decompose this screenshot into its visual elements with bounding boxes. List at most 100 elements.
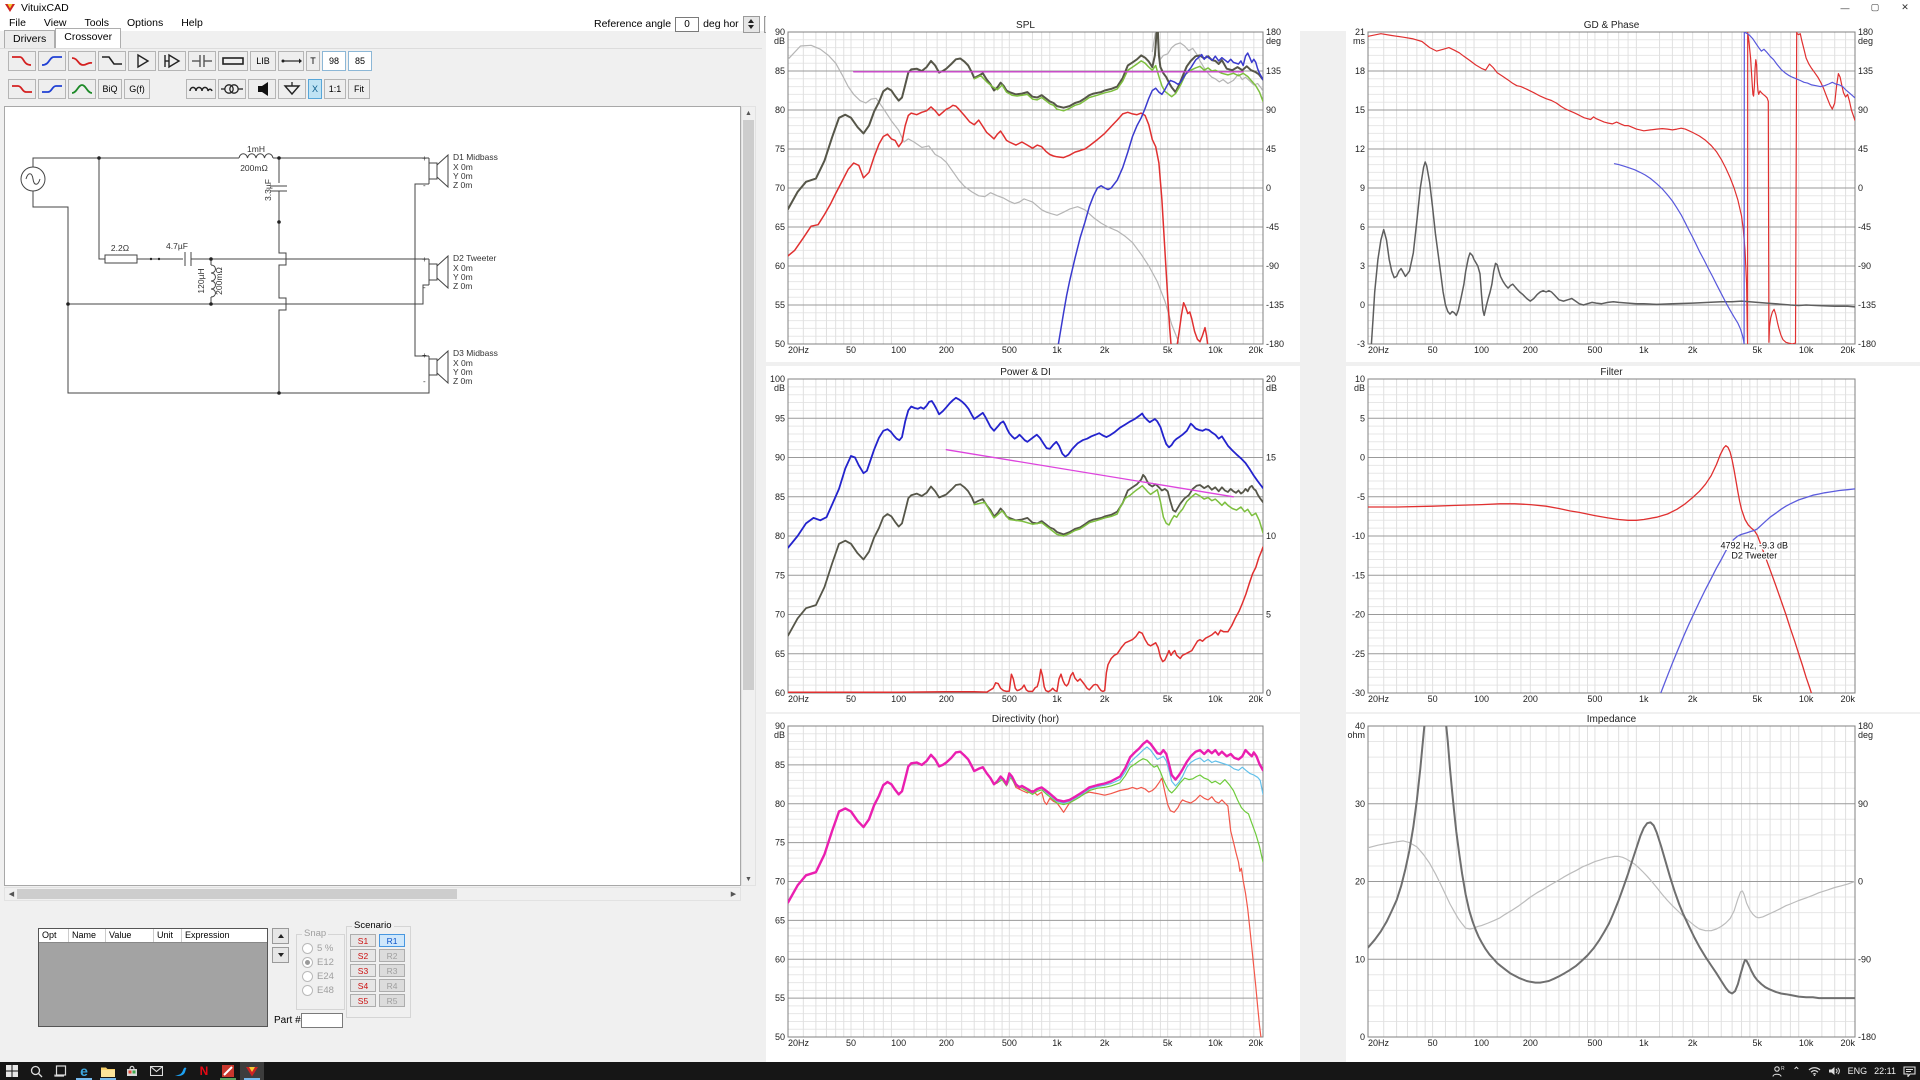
snap-groupbox: Snap 5 % E12 E24 E48 xyxy=(296,928,345,1010)
chart-impedance: Impedance 40 30 20 10 0 ohm 180 90 0 -90 -180 deg 20H… xyxy=(1346,714,1920,1062)
task-view-button[interactable] xyxy=(48,1062,72,1080)
menu-file[interactable]: File xyxy=(9,17,26,29)
netflix-taskbar-icon[interactable]: N xyxy=(199,1064,209,1078)
minimize-button[interactable]: — xyxy=(1840,2,1850,13)
move-down-button[interactable] xyxy=(272,947,289,963)
chart-power-di: Power & DI 100 95 90 85 80 75 70 65 60 dB 20 15 10 5 0 d… xyxy=(766,366,1300,712)
clock[interactable]: 22:11 xyxy=(1874,1066,1896,1076)
menu-view[interactable]: View xyxy=(43,17,67,29)
svg-text:deg: deg xyxy=(1858,36,1873,46)
zoom-1to1-button[interactable]: 1:1 xyxy=(324,79,346,99)
svg-text:50: 50 xyxy=(775,339,785,349)
resistor-tool-button[interactable] xyxy=(218,51,248,71)
snap-option-e48[interactable]: E48 xyxy=(302,983,344,997)
opamp-tool-button[interactable] xyxy=(158,51,186,71)
parts-table[interactable]: Opt Name Value Unit Expression xyxy=(38,928,268,1027)
close-button[interactable]: ✕ xyxy=(1901,2,1909,12)
chart-spl: SPL 90 85 80 75 70 65 60 55 50 dB 180 135 90 45 0 -45 -90… xyxy=(766,14,1300,362)
menu-options[interactable]: Options xyxy=(127,17,164,29)
schematic-canvas[interactable]: 1mH 200mΩ 3.3µF 2.2Ω 4.7µF 120µH 200mΩ +… xyxy=(4,106,741,886)
svg-text:60: 60 xyxy=(775,261,785,271)
file-explorer-taskbar-icon[interactable] xyxy=(96,1062,120,1080)
schematic-vertical-scrollbar[interactable]: ▲ ▼ xyxy=(741,106,756,886)
col-expression: Expression xyxy=(185,930,230,940)
svg-text:200: 200 xyxy=(1523,694,1538,704)
ground-tool-button[interactable] xyxy=(278,79,306,99)
wifi-icon[interactable] xyxy=(1808,1066,1821,1076)
peak-eq-tool-button[interactable] xyxy=(68,79,96,99)
value-85-button[interactable]: 85 xyxy=(348,51,372,71)
scenario-r3-button[interactable]: R3 xyxy=(379,964,405,977)
value-98-button[interactable]: 98 xyxy=(322,51,346,71)
scroll-up-arrow[interactable]: ▲ xyxy=(745,109,752,117)
driver-d1-z: Z 0m xyxy=(453,180,472,190)
edge-taskbar-icon[interactable]: e xyxy=(72,1062,96,1080)
media-app-taskbar-icon[interactable] xyxy=(216,1062,240,1080)
inductor-tool-button[interactable] xyxy=(186,79,216,99)
delete-x-button[interactable]: X xyxy=(308,79,322,99)
text-tool-button[interactable]: T xyxy=(306,51,320,71)
vituixcad-taskbar-icon[interactable] xyxy=(240,1062,264,1080)
reference-angle-input[interactable]: 0 xyxy=(675,16,700,32)
svg-text:45: 45 xyxy=(1858,144,1868,154)
language-indicator[interactable]: ENG xyxy=(1847,1066,1868,1076)
scenario-s2-button[interactable]: S2 xyxy=(350,949,376,962)
scroll-left-arrow[interactable]: ◀ xyxy=(8,891,15,898)
scenario-r4-button[interactable]: R4 xyxy=(379,979,405,992)
start-button[interactable] xyxy=(0,1062,24,1080)
svg-text:60: 60 xyxy=(775,954,785,964)
svg-text:70: 70 xyxy=(775,877,785,887)
highpass-tool-button[interactable] xyxy=(38,51,66,71)
zoom-fit-button[interactable]: Fit xyxy=(348,79,370,99)
shelf-tool-button[interactable] xyxy=(98,51,126,71)
tab-crossover[interactable]: Crossover xyxy=(55,28,122,48)
scroll-down-arrow[interactable]: ▼ xyxy=(745,875,752,883)
move-up-button[interactable] xyxy=(272,928,289,944)
tab-drivers[interactable]: Drivers xyxy=(4,30,56,48)
menu-help[interactable]: Help xyxy=(181,17,203,29)
store-taskbar-icon[interactable] xyxy=(120,1062,144,1080)
lowshelf-tool-button[interactable] xyxy=(8,79,36,99)
scenario-r5-button[interactable]: R5 xyxy=(379,994,405,1007)
schematic-horizontal-scrollbar[interactable]: ◀ ▶ xyxy=(4,887,741,901)
horizontal-scroll-thumb[interactable] xyxy=(17,889,457,899)
transformer-tool-button[interactable] xyxy=(218,79,246,99)
scenario-s3-button[interactable]: S3 xyxy=(350,964,376,977)
chart-directivity: Directivity (hor) 90 85 80 75 70 65 60 55 50 dB 20H… xyxy=(766,714,1300,1062)
driver-tool-button[interactable] xyxy=(248,79,276,99)
vertical-scroll-thumb[interactable] xyxy=(743,120,754,690)
biquad-button[interactable]: BiQ xyxy=(98,79,122,99)
tray-expand-chevron-icon[interactable]: ⌃ xyxy=(1792,1065,1801,1077)
maximize-button[interactable]: ▢ xyxy=(1870,2,1880,12)
scenario-s1-button[interactable]: S1 xyxy=(350,934,376,947)
resistor-icon xyxy=(222,57,244,65)
part-number-input[interactable] xyxy=(301,1013,343,1028)
capacitor-tool-button[interactable] xyxy=(188,51,216,71)
scenario-r1-button[interactable]: R1 xyxy=(379,934,405,947)
snap-option-5pct[interactable]: 5 % xyxy=(302,941,344,955)
highshelf-tool-button[interactable] xyxy=(38,79,66,99)
buffer-tool-button[interactable] xyxy=(128,51,156,71)
bandpass-tool-button[interactable] xyxy=(68,51,96,71)
driver-d2-name: D2 Tweeter xyxy=(453,253,496,263)
twitter-taskbar-icon[interactable] xyxy=(168,1062,192,1080)
scenario-s5-button[interactable]: S5 xyxy=(350,994,376,1007)
angle-spinner[interactable] xyxy=(742,15,760,33)
gf-block-button[interactable]: G(f) xyxy=(124,79,150,99)
scenario-r2-button[interactable]: R2 xyxy=(379,949,405,962)
snap-option-e12[interactable]: E12 xyxy=(302,955,344,969)
lowpass-tool-button[interactable] xyxy=(8,51,36,71)
svg-text:Power & DI: Power & DI xyxy=(1000,367,1051,378)
search-button[interactable] xyxy=(24,1062,48,1080)
volume-icon[interactable] xyxy=(1828,1066,1841,1076)
people-icon[interactable]: R xyxy=(1772,1066,1785,1077)
part-number-label: Part # xyxy=(274,1015,301,1026)
wire-tool-button[interactable] xyxy=(278,51,304,71)
action-center-icon[interactable] xyxy=(1903,1065,1916,1077)
snap-option-e24[interactable]: E24 xyxy=(302,969,344,983)
library-button[interactable]: LIB xyxy=(250,51,276,71)
scenario-s4-button[interactable]: S4 xyxy=(350,979,376,992)
mail-taskbar-icon[interactable] xyxy=(144,1062,168,1080)
scroll-right-arrow[interactable]: ▶ xyxy=(730,891,737,898)
menu-tools[interactable]: Tools xyxy=(84,17,110,29)
